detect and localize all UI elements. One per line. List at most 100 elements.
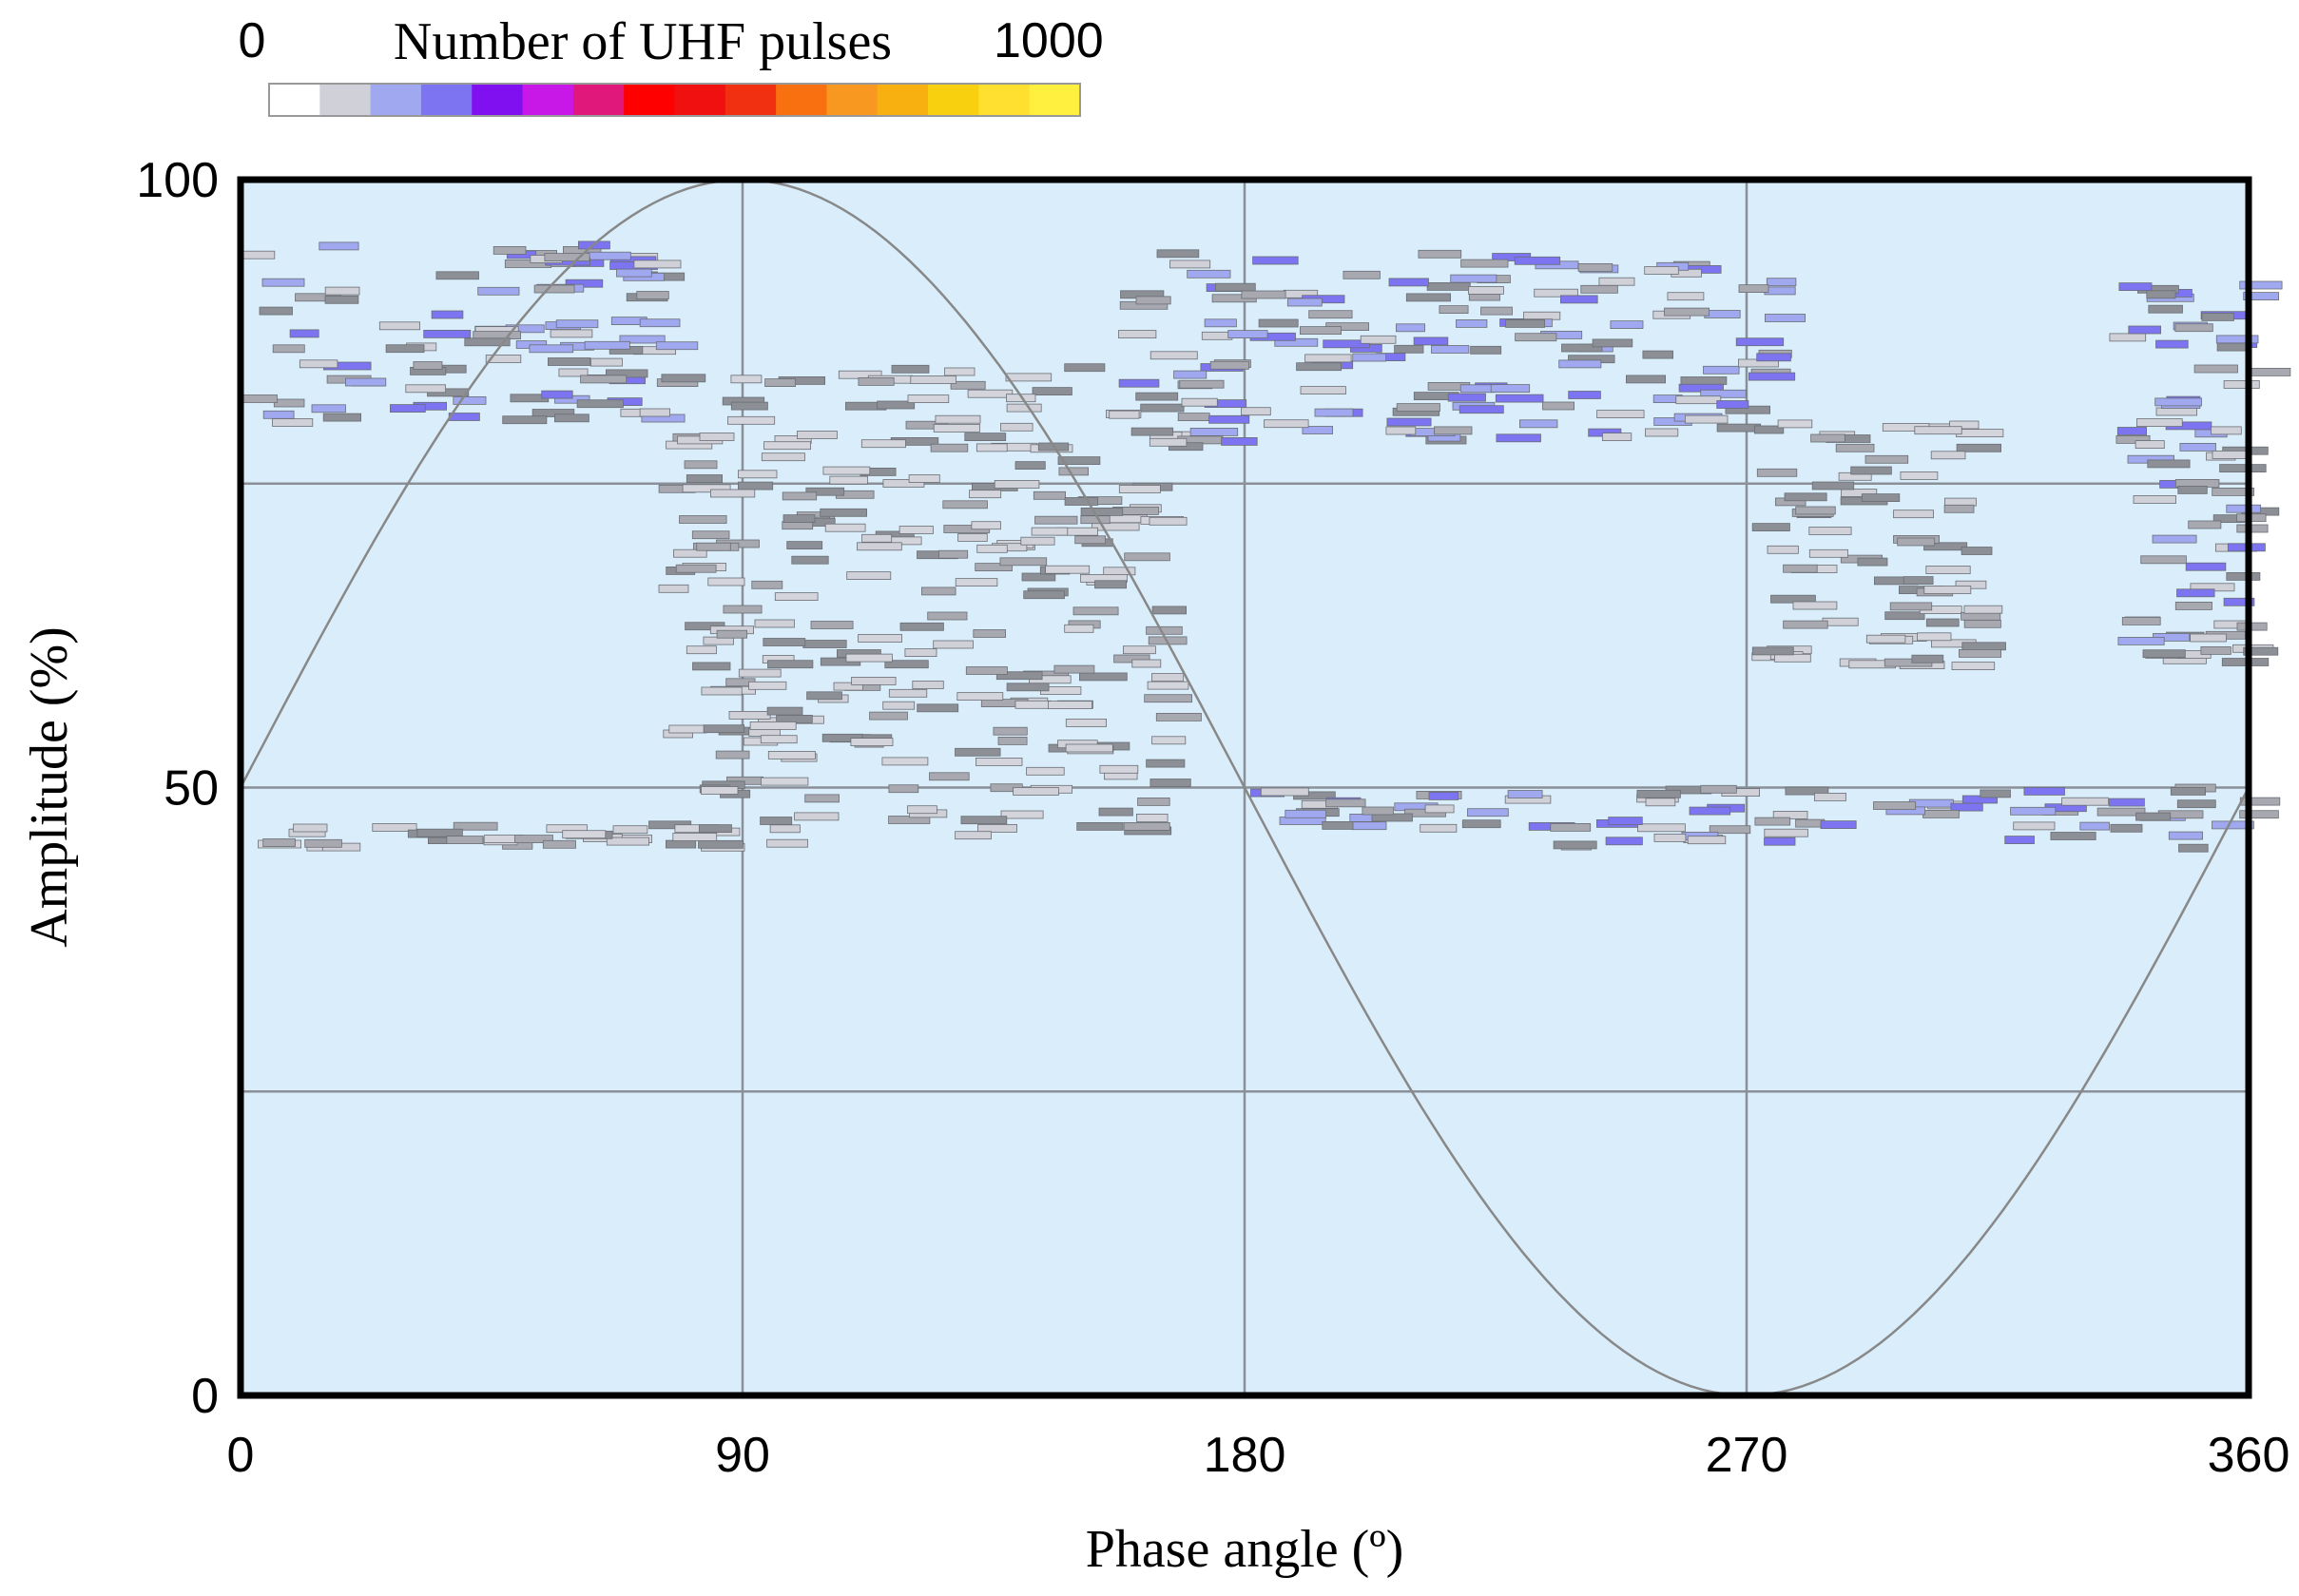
pulse-cell	[542, 839, 576, 849]
pulse-cell	[464, 337, 511, 347]
pulse-cell	[728, 711, 771, 720]
pulse-cell	[767, 751, 816, 760]
pulse-cell	[619, 335, 666, 344]
pulse-cell	[1118, 330, 1157, 339]
pulse-cell	[1709, 825, 1751, 835]
pulse-cell	[1146, 759, 1186, 768]
pulse-cell	[973, 629, 1006, 638]
colorbar-swatch	[978, 84, 1031, 116]
pulse-cell	[324, 286, 360, 296]
pulse-cell	[822, 466, 871, 475]
pulse-cell	[686, 474, 723, 483]
pulse-cell	[1922, 810, 1960, 818]
pulse-cell	[1020, 536, 1055, 546]
pulse-cell	[1944, 497, 1977, 507]
pulse-cell	[1150, 351, 1198, 360]
pulse-cell	[2154, 397, 2202, 407]
pulse-cell	[804, 794, 840, 803]
pulse-cell	[1560, 295, 1598, 304]
pulse-cell	[1014, 700, 1052, 709]
pulse-cell	[888, 784, 919, 794]
pulse-cell	[289, 329, 319, 338]
pulse-cell	[1900, 471, 1939, 480]
pulse-cell	[1923, 586, 1972, 594]
colorbar-swatch	[572, 84, 625, 116]
pulse-cell	[1394, 344, 1424, 354]
pulse-cell	[967, 389, 1014, 398]
y-tick-label: 50	[164, 761, 219, 817]
pulse-cell	[1136, 814, 1169, 822]
pulse-cell	[760, 735, 798, 744]
pulse-cell	[2190, 633, 2227, 643]
pulse-cell	[806, 691, 842, 701]
pulse-cell	[944, 367, 976, 376]
pulse-cell	[2177, 485, 2208, 494]
pulse-cell	[1074, 535, 1106, 545]
pulse-cell	[766, 706, 803, 716]
y-tick-label: 100	[136, 153, 219, 208]
pulse-cell	[2168, 831, 2204, 840]
pulse-cell	[691, 530, 730, 540]
pulse-cell	[262, 838, 297, 847]
pulse-cell	[2148, 304, 2183, 314]
pulse-cell	[1413, 337, 1449, 346]
pulse-cell	[1053, 664, 1095, 674]
pulse-cell	[668, 724, 707, 734]
x-axis-label: Phase angle (º)	[1086, 1520, 1404, 1579]
pulse-cell	[1034, 515, 1078, 525]
pulse-cell	[1748, 372, 1796, 381]
pulse-cell	[1911, 654, 1944, 663]
pulse-cell	[1064, 363, 1106, 373]
pulse-cell	[1550, 823, 1592, 832]
pulse-cell	[1903, 576, 1934, 585]
pulse-cell	[304, 838, 342, 848]
pulse-cell	[1179, 379, 1225, 389]
pulse-cell	[1861, 493, 1901, 502]
pulse-cell	[1151, 606, 1187, 615]
pulse-cell	[448, 413, 480, 421]
colorbar-max-label: 1000	[994, 13, 1104, 68]
pulse-cell	[2176, 588, 2215, 598]
pulse-cell	[672, 833, 718, 841]
pulse-cell	[1950, 802, 1983, 812]
pulse-cell	[833, 682, 864, 691]
pulse-cell	[791, 555, 829, 565]
pulse-cell	[1388, 278, 1429, 287]
pulse-cell	[748, 681, 787, 690]
pulse-cell	[1064, 497, 1099, 506]
pulse-cell	[917, 703, 959, 713]
pulse-cell	[1325, 798, 1366, 808]
pulse-cell	[769, 824, 801, 834]
pulse-cell	[1645, 798, 1676, 807]
y-axis-label: Amplitude (%)	[20, 626, 79, 947]
pulse-cell	[1031, 527, 1069, 536]
pulse-cell	[1241, 407, 1271, 416]
pulse-cell	[576, 399, 624, 409]
pulse-cell	[764, 378, 796, 388]
pulse-cell	[2201, 312, 2234, 321]
pulse-cell	[1130, 427, 1174, 436]
pulse-cell	[531, 409, 575, 417]
pulse-cell	[935, 414, 981, 424]
pulse-cell	[1155, 713, 1202, 721]
pulse-cell	[1323, 339, 1370, 349]
pulse-cell	[1754, 817, 1791, 826]
pulse-cell	[273, 398, 305, 408]
pulse-cell	[2212, 450, 2251, 459]
colorbar	[268, 83, 1081, 117]
pulse-cell	[1080, 515, 1111, 525]
pulse-cell	[1434, 426, 1473, 435]
pulse-cell	[562, 830, 607, 839]
pulse-cell	[1792, 601, 1838, 610]
pulse-cell	[1864, 454, 1909, 464]
pulse-cell	[324, 295, 359, 304]
pulse-cell	[1065, 743, 1113, 753]
pulse-cell	[1893, 510, 1934, 519]
pulse-cell	[1140, 403, 1185, 413]
pulse-cell	[259, 306, 293, 316]
pulse-cell	[921, 586, 956, 596]
pulse-cell	[1774, 653, 1811, 663]
colorbar-swatch	[420, 84, 473, 116]
pulse-cell	[548, 357, 591, 366]
